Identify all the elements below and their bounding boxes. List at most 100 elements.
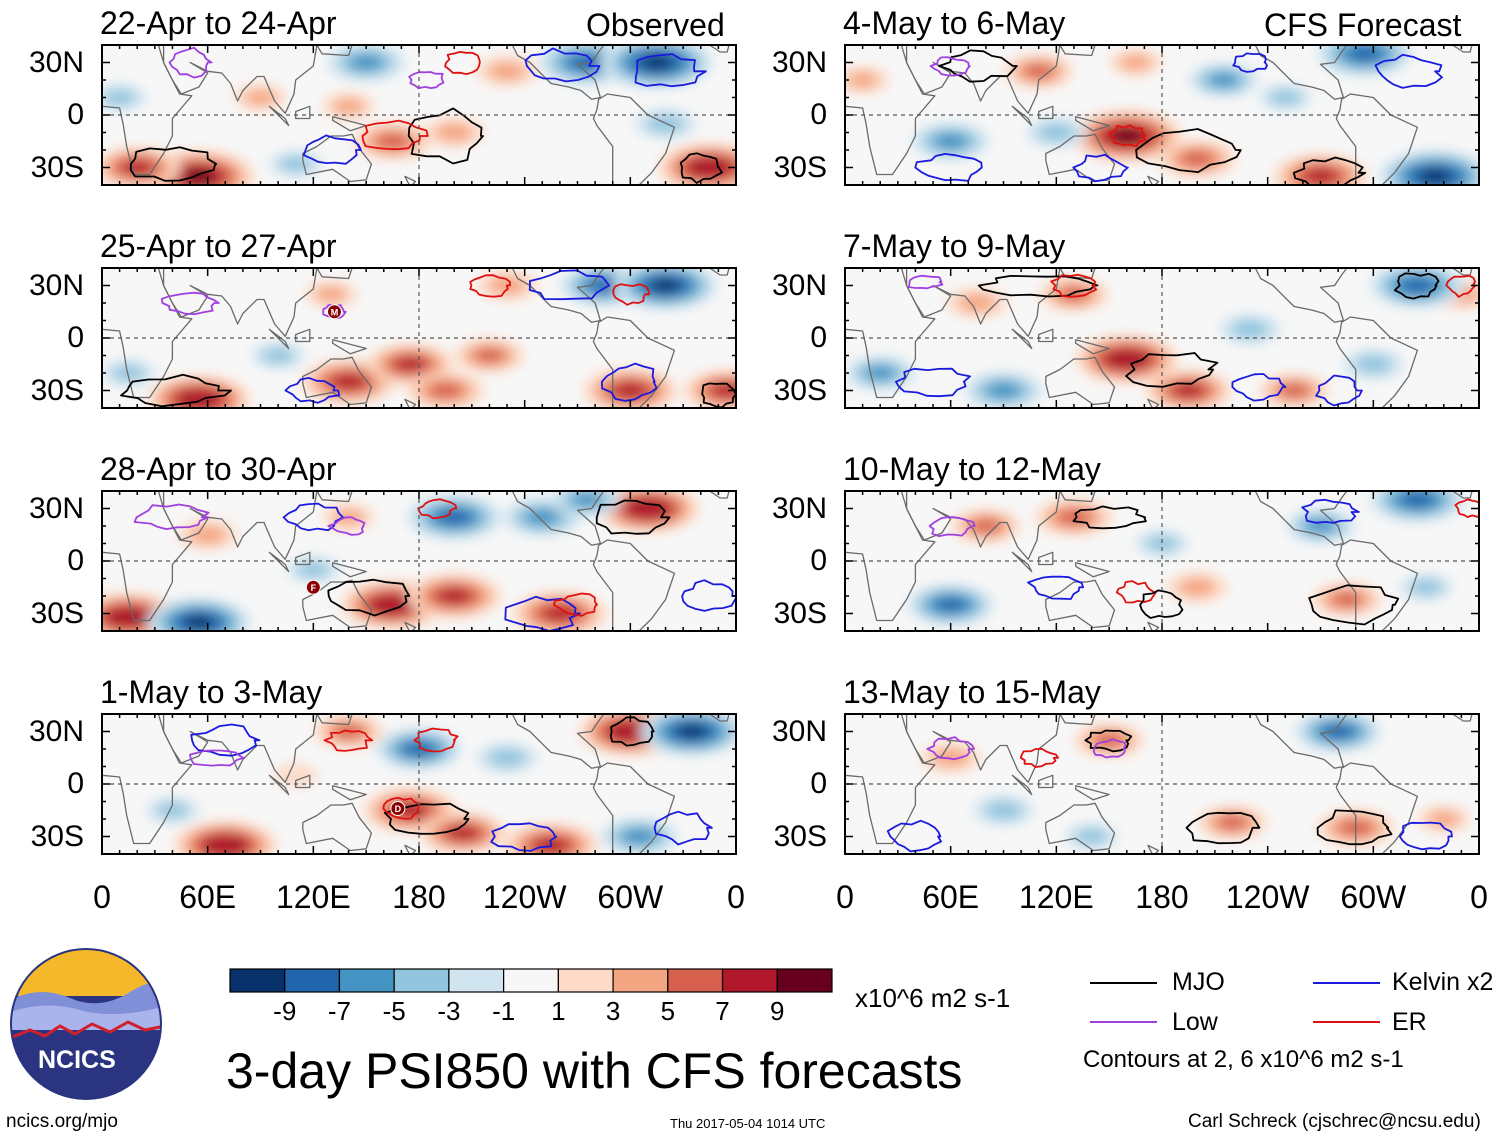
anomaly-core xyxy=(214,837,236,853)
contour-er xyxy=(612,283,650,306)
lat-tick-label: 0 xyxy=(810,98,827,131)
anomaly-core xyxy=(645,54,668,71)
coastline xyxy=(708,268,730,276)
anomaly-cell xyxy=(332,98,365,115)
anomaly-cell xyxy=(933,133,968,150)
anomaly-core xyxy=(188,614,210,630)
colorbar-segment xyxy=(776,968,833,993)
anomaly-cell xyxy=(571,492,602,508)
contour-low xyxy=(133,503,210,530)
coastline xyxy=(1011,551,1033,573)
coastline xyxy=(1059,491,1096,503)
coastline xyxy=(592,93,676,185)
anomaly-cell xyxy=(262,347,295,364)
lat-tick-label: 30N xyxy=(771,491,827,525)
anomaly-core xyxy=(187,168,211,185)
colorbar-tick-label: -9 xyxy=(273,996,297,1026)
anomaly-cell xyxy=(488,62,526,81)
coastline xyxy=(1451,714,1473,722)
contour-low xyxy=(926,736,975,761)
contour-low xyxy=(327,516,366,536)
coastline xyxy=(316,45,353,57)
cfs-forecast-label: CFS Forecast xyxy=(1264,7,1462,43)
lon-tick-label: 180 xyxy=(392,879,446,915)
lat-tick-label: 30S xyxy=(30,819,84,853)
contour-mjo xyxy=(1084,729,1133,753)
lon-tick-label: 60W xyxy=(597,879,664,915)
coastline xyxy=(295,774,311,789)
anomaly-cell xyxy=(428,382,463,399)
coastline xyxy=(162,45,318,114)
anomaly-core xyxy=(188,391,210,407)
coastline xyxy=(1038,551,1054,566)
coastline xyxy=(511,268,605,323)
anomaly-core xyxy=(619,724,641,739)
coastline xyxy=(316,268,353,280)
anomaly-cell xyxy=(1208,72,1239,88)
lat-tick-label: 0 xyxy=(810,544,827,577)
anomaly-cell xyxy=(1037,123,1075,142)
panel-title: 13-May to 15-May xyxy=(843,674,1101,710)
contour-mjo xyxy=(701,382,736,408)
contour-er xyxy=(413,727,459,753)
coastline xyxy=(905,45,1061,114)
legend-label-er: ER xyxy=(1392,1008,1427,1036)
lat-tick-label: 0 xyxy=(810,767,827,800)
contour-mjo xyxy=(383,802,470,835)
anomaly-cell xyxy=(279,155,312,173)
contour-er xyxy=(469,274,511,298)
contour-mjo xyxy=(679,152,723,184)
contour-mjo xyxy=(609,716,655,747)
storm-marker xyxy=(390,801,406,816)
anomaly-cell xyxy=(1023,63,1054,79)
observed-label: Observed xyxy=(586,7,725,43)
storm-marker-label: M xyxy=(331,307,339,317)
coastline xyxy=(905,268,1061,337)
map-panel: F xyxy=(101,490,737,632)
coastline xyxy=(1045,579,1116,629)
contour-kelvin xyxy=(1374,53,1443,89)
anomaly-cell xyxy=(986,382,1021,399)
anomaly-cell xyxy=(1057,509,1091,526)
coastline xyxy=(1045,133,1116,183)
contour-er xyxy=(552,592,598,617)
anomaly-cell xyxy=(1401,278,1434,293)
lon-tick-label: 0 xyxy=(1470,879,1488,915)
anomaly-cell xyxy=(1231,320,1269,339)
coastline xyxy=(162,491,318,560)
anomaly-cell xyxy=(570,55,603,70)
anomaly-cell xyxy=(474,348,505,363)
coastline xyxy=(1075,785,1110,801)
coastline xyxy=(295,105,311,120)
coastline xyxy=(708,45,730,53)
contour-low xyxy=(189,749,245,767)
chart-title: 3-day PSI850 with CFS forecasts xyxy=(226,1043,963,1099)
coastline xyxy=(162,714,318,783)
storm-marker xyxy=(305,579,321,595)
colorbar-segment xyxy=(612,968,669,993)
anomaly-cell xyxy=(395,357,425,372)
anomaly-cell xyxy=(1427,810,1460,828)
colorbar-tick-label: -7 xyxy=(327,996,352,1026)
timestamp: Thu 2017-05-04 1014 UTC xyxy=(670,1116,826,1131)
coastline xyxy=(1451,45,1473,53)
anomaly-cell xyxy=(1146,535,1178,552)
coastlines xyxy=(845,45,1473,185)
contour-er xyxy=(1050,273,1098,298)
coastlines xyxy=(102,491,730,631)
coastline xyxy=(1059,45,1096,57)
anomaly-cell xyxy=(375,133,410,150)
coastline xyxy=(511,714,605,769)
colorbar-tick-label: 7 xyxy=(715,996,730,1026)
contour-er xyxy=(323,729,374,752)
coastline xyxy=(1075,116,1110,132)
legend-label-low: Low xyxy=(1172,1008,1218,1036)
colorbar-tick-label: -1 xyxy=(492,996,516,1026)
contour-low xyxy=(168,46,213,79)
contour-kelvin xyxy=(914,153,983,182)
contour-mjo xyxy=(1125,352,1219,388)
coastline xyxy=(592,316,676,408)
contour-kelvin xyxy=(190,723,261,757)
colorbar-segment xyxy=(393,968,450,993)
storm-marker xyxy=(326,304,342,320)
